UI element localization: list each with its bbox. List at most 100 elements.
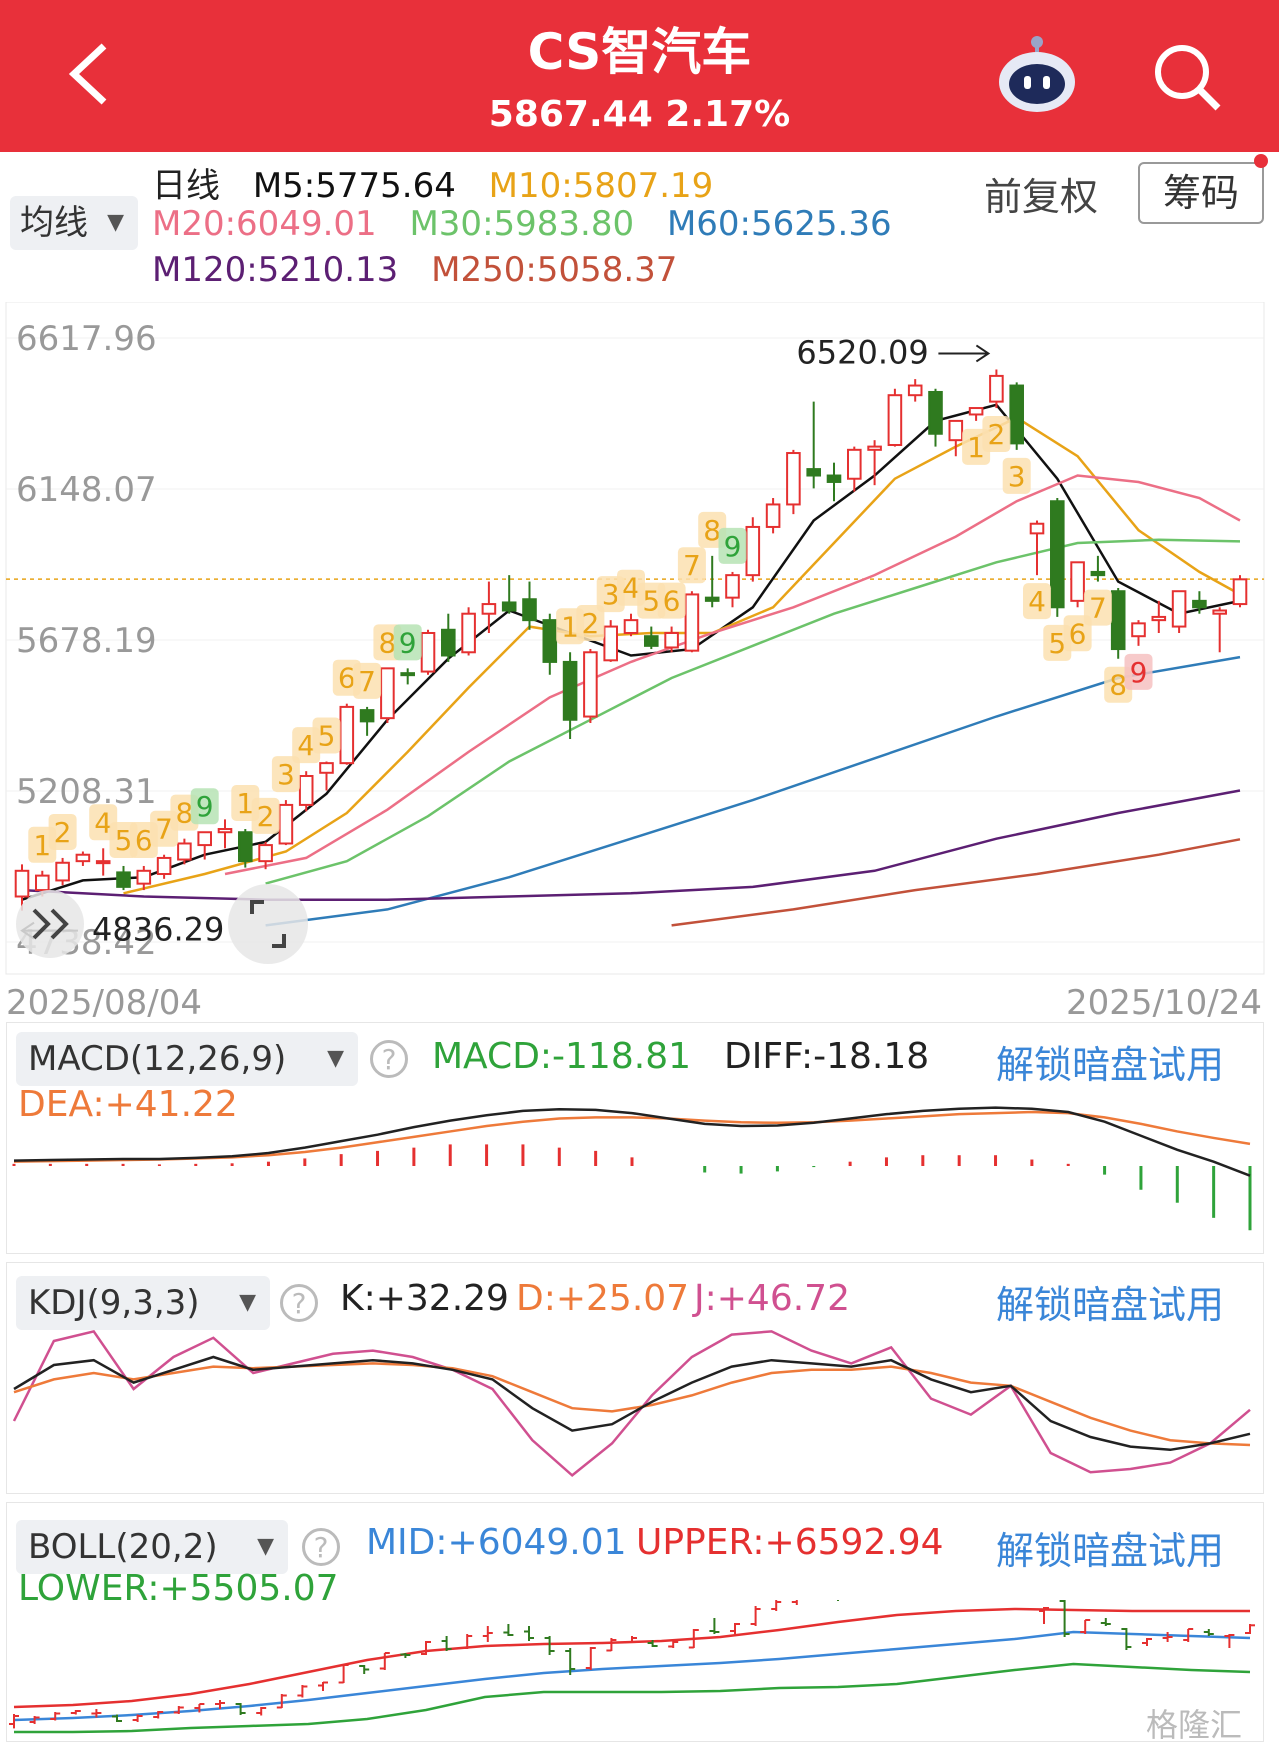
candle-body bbox=[481, 603, 497, 615]
ma-line-m20 bbox=[224, 474, 1241, 876]
ma-line-m250 bbox=[671, 838, 1241, 927]
td-count-label: 7 bbox=[155, 813, 173, 846]
candle-body bbox=[847, 448, 862, 480]
candle-body bbox=[644, 635, 659, 647]
unlock-dark-pool-link[interactable]: 解锁暗盘试用 bbox=[996, 1283, 1225, 1327]
td-count-badge bbox=[271, 756, 300, 793]
fullscreen-icon bbox=[250, 900, 286, 948]
ma-panel: 均线 ▼ 日线 M5:5775.64 M10:5807.19 M20:6049.… bbox=[0, 152, 1279, 302]
td-count-label: 6 bbox=[338, 662, 356, 695]
boll-selector[interactable]: BOLL(20,2) ▼ bbox=[16, 1520, 288, 1574]
candle-body bbox=[95, 860, 111, 865]
td-count-label: 8 bbox=[175, 797, 193, 830]
x-tick-label: 2025/10/24 bbox=[1066, 983, 1262, 1022]
boll-panel bbox=[6, 1502, 1264, 1742]
caret-down-icon: ▼ bbox=[327, 1046, 344, 1071]
td-count-label: 1 bbox=[236, 787, 254, 820]
candle-body bbox=[1171, 590, 1187, 628]
td-count-label: 1 bbox=[561, 610, 579, 643]
candle-body bbox=[14, 869, 30, 898]
high-annotation: 6520.09 bbox=[796, 333, 928, 371]
x-tick-label: 2025/08/04 bbox=[6, 983, 202, 1022]
change-percent: 2.17% bbox=[665, 94, 791, 135]
macd-selector-label: MACD(12,26,9) bbox=[28, 1039, 287, 1079]
candle-body bbox=[217, 828, 233, 834]
price-subtitle: 5867.44 2.17% bbox=[0, 94, 1279, 135]
td-count-badge bbox=[190, 788, 219, 825]
chips-button[interactable]: 筹码 bbox=[1138, 162, 1264, 224]
candle-body bbox=[461, 612, 476, 654]
help-icon[interactable]: ? bbox=[302, 1528, 340, 1566]
diff-value: DIFF:-18.18 bbox=[724, 1036, 930, 1077]
ma20-value: M20:6049.01 bbox=[152, 204, 377, 244]
td-count-badge bbox=[718, 527, 747, 564]
candle-body bbox=[1212, 609, 1227, 615]
adjust-mode-toggle[interactable]: 前复权 bbox=[984, 175, 1099, 219]
unlock-dark-pool-link[interactable]: 解锁暗盘试用 bbox=[996, 1529, 1225, 1573]
candle-body bbox=[258, 844, 273, 863]
ma-line-m5 bbox=[21, 403, 1241, 901]
help-icon[interactable]: ? bbox=[370, 1040, 408, 1078]
td-count-label: 7 bbox=[1089, 592, 1107, 625]
fullscreen-button-bg bbox=[228, 884, 308, 964]
td-count-label: 4 bbox=[94, 806, 112, 839]
j-value: J:+46.72 bbox=[694, 1278, 850, 1319]
td-count-label: 2 bbox=[581, 607, 599, 640]
search-button[interactable] bbox=[1150, 40, 1224, 114]
ma-selector[interactable]: 均线 ▼ bbox=[10, 196, 138, 250]
candle-body bbox=[238, 831, 253, 863]
candle-body bbox=[826, 474, 842, 483]
back-button[interactable] bbox=[60, 38, 130, 108]
candle-body bbox=[867, 445, 882, 451]
candle-body bbox=[177, 842, 192, 861]
candle-body bbox=[542, 619, 558, 663]
candle-body bbox=[441, 628, 456, 657]
boll-lower-line bbox=[14, 1662, 1251, 1734]
watermark-logo: 格隆汇 bbox=[1146, 1706, 1243, 1744]
candle-body bbox=[664, 631, 679, 649]
ma5-value: M5:5775.64 bbox=[252, 166, 456, 206]
candle-body bbox=[1029, 522, 1045, 535]
candle-body bbox=[75, 853, 91, 863]
double-chevron-right-icon bbox=[32, 908, 69, 940]
macd-value: MACD:-118.81 bbox=[432, 1036, 691, 1077]
td-count-label: 5 bbox=[115, 824, 133, 857]
boll-upper-value: UPPER:+6592.94 bbox=[636, 1522, 944, 1563]
assistant-button[interactable] bbox=[994, 34, 1080, 114]
td-count-badge bbox=[576, 605, 605, 642]
y-tick-label: 6617.96 bbox=[16, 319, 157, 359]
td-count-label: 7 bbox=[683, 549, 701, 582]
td-count-badge bbox=[982, 416, 1011, 453]
td-count-badge bbox=[1083, 589, 1112, 626]
td-count-label: 8 bbox=[703, 514, 721, 547]
caret-down-icon: ▼ bbox=[239, 1290, 256, 1315]
kdj-selector[interactable]: KDJ(9,3,3) ▼ bbox=[16, 1276, 270, 1330]
macd-selector[interactable]: MACD(12,26,9) ▼ bbox=[16, 1032, 358, 1086]
candle-body bbox=[319, 762, 334, 774]
ma120-value: M120:5210.13 bbox=[152, 250, 399, 290]
macd-chart bbox=[12, 1106, 1252, 1231]
candle-body bbox=[380, 667, 395, 720]
td-count-badge bbox=[393, 624, 422, 661]
k-value: K:+32.29 bbox=[340, 1278, 509, 1319]
td-count-badge bbox=[1023, 583, 1051, 620]
help-icon[interactable]: ? bbox=[280, 1284, 318, 1322]
candle-body bbox=[55, 861, 70, 882]
ma-selector-label: 均线 bbox=[20, 203, 88, 243]
candle-body bbox=[197, 831, 212, 847]
candle-body bbox=[400, 672, 415, 677]
j-line bbox=[12, 1329, 1251, 1478]
candle-body bbox=[298, 774, 314, 806]
td-count-label: 9 bbox=[196, 790, 214, 823]
candle-body bbox=[786, 452, 801, 506]
app-header: CS智汽车 5867.44 2.17% bbox=[0, 0, 1279, 152]
macd-panel bbox=[6, 1022, 1264, 1254]
notification-dot bbox=[1254, 154, 1268, 168]
td-count-badge bbox=[48, 813, 77, 850]
candle-body bbox=[116, 871, 131, 888]
unlock-dark-pool-link[interactable]: 解锁暗盘试用 bbox=[996, 1043, 1225, 1087]
caret-down-icon: ▼ bbox=[257, 1534, 274, 1559]
td-count-label: 4 bbox=[622, 572, 640, 605]
candle-body bbox=[989, 374, 1004, 403]
